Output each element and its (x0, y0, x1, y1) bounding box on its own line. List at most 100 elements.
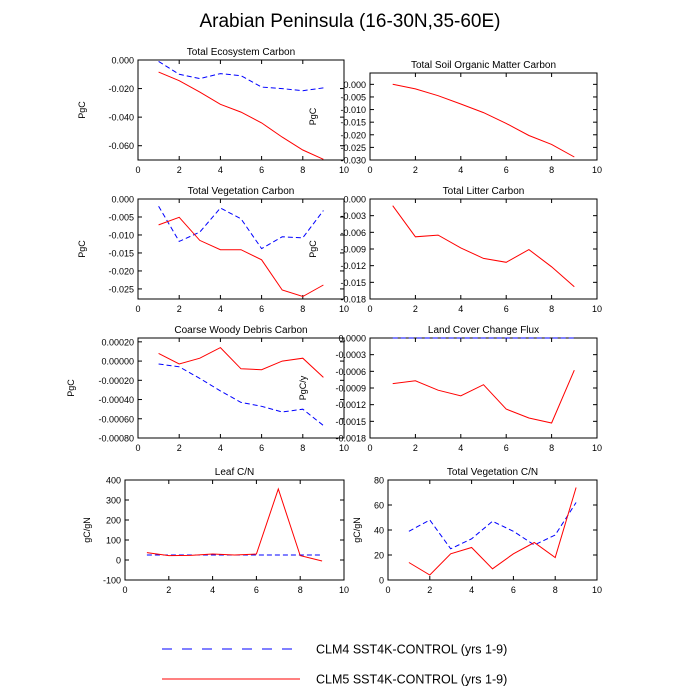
x-tick-label: 8 (549, 443, 554, 453)
x-tick-label: 8 (300, 304, 305, 314)
panel-total-litter-carbon: Total Litter Carbon 0 2 4 6 8 10 0.000 -0.003 -0.… (308, 186, 602, 314)
series-line-clm4 (408, 502, 577, 550)
y-tick-label: -0.010 (108, 230, 134, 240)
y-tick-label: -0.060 (108, 141, 134, 151)
y-tick-label: 0.000 (111, 195, 134, 205)
x-tick-label: 4 (218, 443, 223, 453)
figure-title: Arabian Peninsula (16-30N,35-60E) (199, 11, 500, 32)
y-tick-label: -0.020 (340, 130, 366, 140)
y-axis-label: PgC (77, 101, 87, 119)
y-tick-label: -0.025 (108, 284, 134, 294)
x-tick-label: 10 (339, 165, 349, 175)
y-tick-label: -0.0003 (335, 350, 366, 360)
x-tick-label: 6 (259, 165, 264, 175)
legend: CLM4 SST4K-CONTROL (yrs 1-9) CLM5 SST4K-C… (162, 643, 507, 687)
panel-title: Total Vegetation C/N (447, 467, 538, 478)
y-tick-label: -0.003 (340, 211, 366, 221)
y-tick-label: -0.025 (340, 143, 366, 153)
panel-total-ecosystem-carbon: Total Ecosystem Carbon 0 2 4 6 8 10 0.000 -0.020… (77, 47, 349, 175)
x-tick-label: 10 (339, 443, 349, 453)
y-axis-label: PgC/y (298, 375, 308, 400)
x-tick-label: 6 (259, 443, 264, 453)
x-tick-label: 6 (504, 443, 509, 453)
x-tick-label: 4 (458, 304, 463, 314)
y-tick-label: 400 (106, 476, 121, 486)
x-tick-label: 10 (592, 585, 602, 595)
y-tick-label: 40 (374, 526, 384, 536)
series-line-clm4 (158, 60, 324, 92)
y-tick-label: -0.0018 (335, 434, 366, 444)
x-tick-label: 6 (254, 585, 259, 595)
x-tick-label: 10 (339, 304, 349, 314)
panel-total-soil-organic-matter-carbon: Total Soil Organic Matter Carbon 0 2 4 6 8 10 0… (308, 60, 602, 175)
y-tick-label: -0.0006 (335, 367, 366, 377)
x-tick-label: 8 (553, 585, 558, 595)
y-tick-label: 80 (374, 476, 384, 486)
x-tick-label: 10 (592, 165, 602, 175)
x-tick-label: 0 (367, 304, 372, 314)
y-tick-label: 60 (374, 501, 384, 511)
x-tick-label: 8 (300, 443, 305, 453)
x-tick-label: 6 (504, 304, 509, 314)
legend-item-clm4: CLM4 SST4K-CONTROL (yrs 1-9) (162, 643, 507, 657)
y-tick-label: -0.015 (108, 248, 134, 258)
panel-total-vegetation-carbon: Total Vegetation Carbon 0 2 4 6 8 10 0.000 -0.00… (77, 186, 349, 314)
x-tick-label: 4 (218, 304, 223, 314)
y-axis-label: PgC (308, 107, 318, 125)
x-tick-label: 2 (177, 165, 182, 175)
x-tick-label: 2 (413, 443, 418, 453)
panel-frame (387, 479, 598, 581)
y-tick-label: -0.015 (340, 118, 366, 128)
x-tick-label: 8 (549, 165, 554, 175)
y-tick-label: 200 (106, 516, 121, 526)
panel-frame (124, 479, 345, 581)
panel-frame (369, 72, 598, 161)
x-tick-label: 4 (469, 585, 474, 595)
x-tick-label: 10 (592, 304, 602, 314)
panel-frame (369, 337, 598, 439)
x-tick-label: 0 (385, 585, 390, 595)
legend-label-clm5: CLM5 SST4K-CONTROL (yrs 1-9) (316, 673, 507, 687)
y-tick-label: 0.00000 (101, 357, 134, 367)
y-axis-label: PgC (308, 240, 318, 258)
x-tick-label: 2 (177, 443, 182, 453)
x-tick-label: 0 (122, 585, 127, 595)
series-line-clm5 (392, 370, 575, 424)
x-tick-label: 4 (218, 165, 223, 175)
y-tick-label: 0 (116, 556, 121, 566)
x-tick-label: 8 (300, 165, 305, 175)
y-axis-label: PgC (77, 240, 87, 258)
y-tick-label: -0.010 (340, 105, 366, 115)
y-tick-label: -0.005 (108, 212, 134, 222)
y-tick-label: -0.006 (340, 228, 366, 238)
y-tick-label: -0.00060 (98, 414, 134, 424)
y-axis-label: gC/gN (352, 517, 362, 543)
x-tick-label: 6 (504, 165, 509, 175)
y-tick-label: 0.000 (343, 195, 366, 205)
x-tick-label: 10 (592, 443, 602, 453)
series-line-clm5 (146, 487, 323, 562)
y-tick-label: 0.000 (111, 56, 134, 66)
x-tick-label: 0 (135, 165, 140, 175)
panel-title: Land Cover Change Flux (428, 325, 539, 336)
x-tick-label: 0 (367, 165, 372, 175)
panel-land-cover-change-flux: Land Cover Change Flux 0 2 4 6 8 10 0.0000 -0.00… (298, 325, 602, 453)
y-tick-label: -0.020 (108, 84, 134, 94)
series-line-clm5 (392, 83, 575, 158)
panel-title: Total Ecosystem Carbon (187, 47, 295, 58)
series-line-clm5 (158, 216, 324, 298)
panel-total-vegetation-c-n: Total Vegetation C/N 0 2 4 6 8 10 80 60 40 20 0 gC/g… (352, 467, 602, 595)
series-line-clm5 (408, 487, 577, 576)
panel-title: Total Vegetation Carbon (188, 186, 295, 197)
y-tick-label: -0.018 (340, 295, 366, 305)
x-tick-label: 2 (166, 585, 171, 595)
y-axis-label: PgC (66, 379, 76, 397)
x-tick-label: 2 (427, 585, 432, 595)
y-tick-label: -0.012 (340, 261, 366, 271)
y-tick-label: -0.030 (340, 156, 366, 166)
panel-frame (369, 198, 598, 300)
panel-title: Total Litter Carbon (443, 186, 525, 197)
y-tick-label: -0.0009 (335, 384, 366, 394)
series-line-clm4 (158, 205, 324, 250)
